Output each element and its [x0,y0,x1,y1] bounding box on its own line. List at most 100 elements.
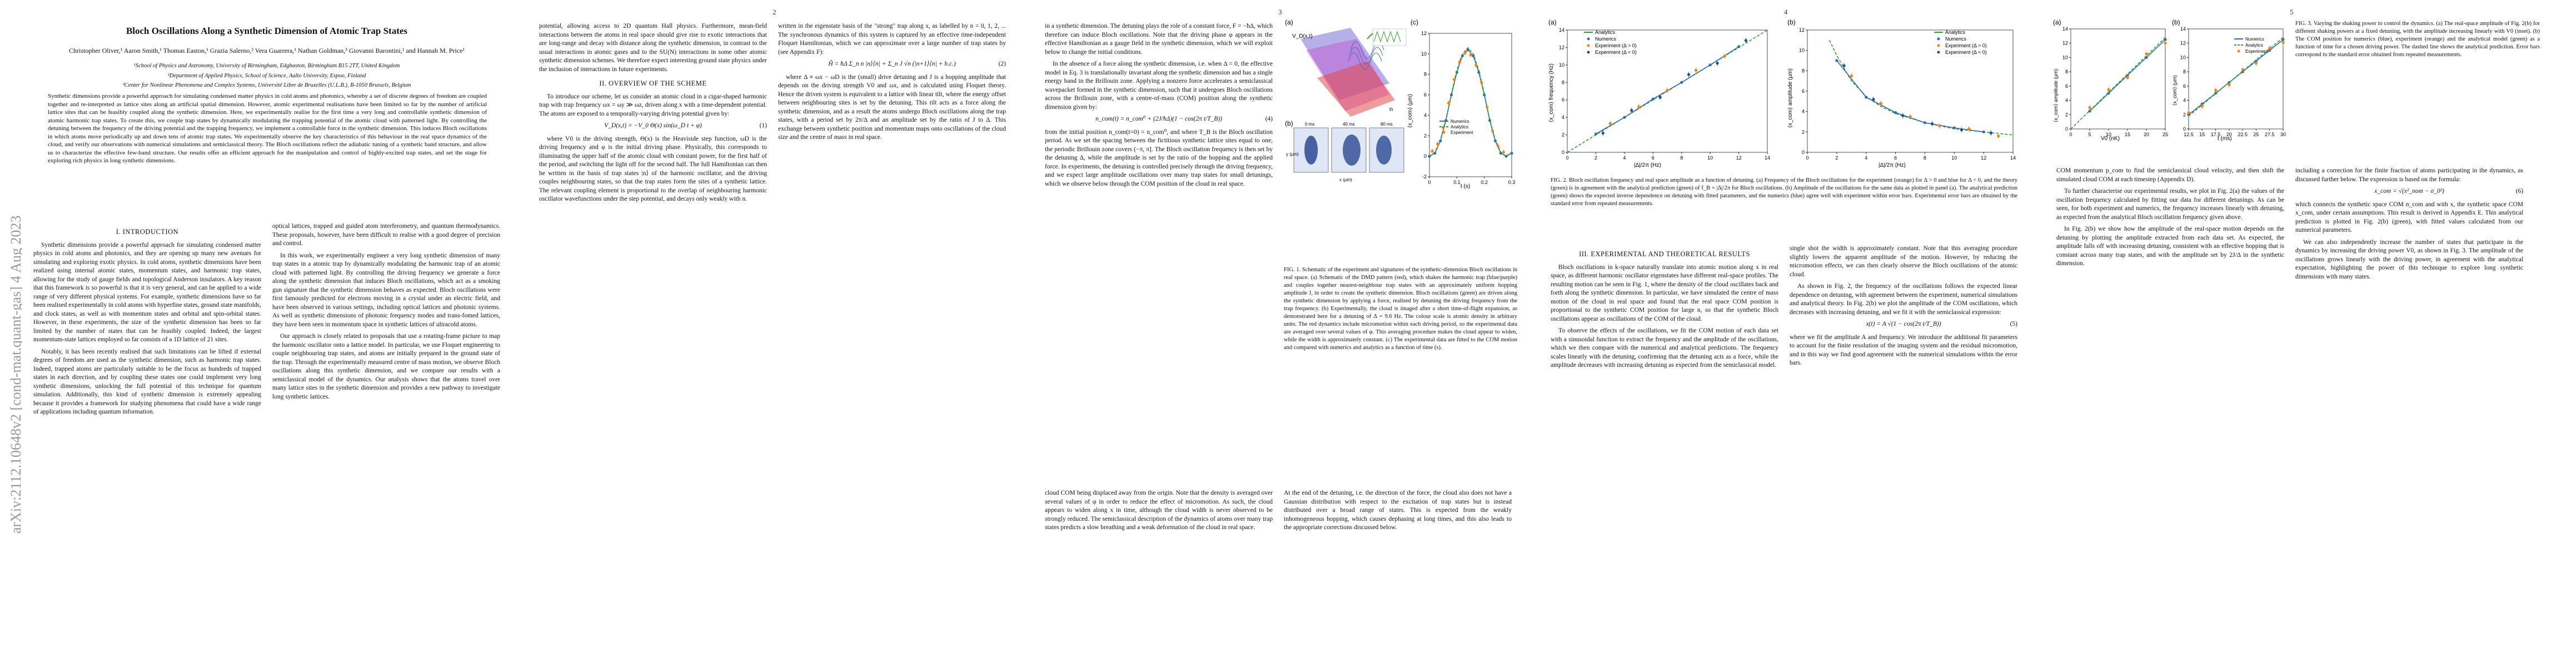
legend-swatch-experiment-neg [1937,51,1940,54]
data-point-numerics [1623,116,1626,119]
page-number: 2 [773,8,776,16]
data-point-numerics [1488,119,1492,122]
data-point-experiment [2088,106,2091,109]
data-point-experiment [1496,145,1499,148]
equation-6: x_com = √(x²_nom − σ_0²) (6) [2295,187,2523,196]
panel-a-label: (a) [1548,18,1557,26]
page-1: Bloch Oscillations Along a Synthetic Dim… [22,0,511,667]
data-point-experiment-0 [1630,108,1633,112]
legend-label: Experiment (Δ < 0) [1945,49,1987,55]
equation-number: (2) [998,61,1006,67]
data-point-numerics [1923,121,1927,125]
legend-label: Experiment (Δ > 0) [1595,43,1637,48]
data-point-experiment [1447,101,1451,104]
y-tick-label: 10 [1559,62,1564,68]
y-tick-label: 12 [1559,44,1564,50]
equation-5: x(t) = A √(1 − cos(2π t/T_B)) (5) [1790,320,2017,329]
plot-frame [1429,33,1512,177]
page-3: 3 in a synthetic dimension. The detuning… [1034,0,1523,667]
data-point-experiment [2107,88,2110,91]
y-tick-label: 10 [2180,54,2186,60]
paragraph: where we fit the amplitude A and frequen… [1790,334,2017,367]
x-tick-label: 2 [1835,155,1838,161]
paragraph: To introduce our scheme, let us consider… [539,93,767,117]
x-tick-label: 27.5 [2265,132,2275,137]
paragraph: which connects the synthetic space COM n… [2295,201,2523,234]
series-line-numerics [2188,39,2284,115]
data-point-experiment [1480,81,1483,84]
data-point-experiment-0 [1938,124,1941,127]
lattice-curve [1349,47,1383,64]
data-point-experiment [2145,52,2148,56]
y-tick-label: 0 [2065,126,2068,132]
data-point-experiment [1463,51,1467,54]
x-tick-label: 0 [1806,155,1808,161]
y-tick-label: 0 [1424,153,1427,159]
abstract: Synthetic dimensions provide a powerful … [48,93,487,164]
density-images: 0 ms 40 ms 80 ms x (μm) y (μm) [1286,122,1404,182]
page-number: 4 [1784,8,1788,16]
y-tick-label: 10 [1421,51,1427,57]
legend-label: Numerics [1595,36,1617,42]
paragraph: In the absence of a force along the synt… [1045,61,1273,111]
trap-schematic: V_D(x,t) n [1292,28,1396,117]
y-tick-label: 6 [1424,92,1427,98]
waveform-inset [1372,28,1407,46]
equation-1: V_D(x,t) = −V_0 Θ(x) sin(ω_D t + φ) (1) [539,122,767,131]
amplitude-vs-power-chart: 0 5 10 15 20 25 0 2 4 6 8 10 12 14 [2062,26,2168,137]
figure-1-graphic: (a) V_D(x,t) n (b) [1285,18,1515,190]
y-tick-label: 2 [2183,112,2186,117]
data-point-experiment-0 [1694,68,1698,72]
paragraph: where Δ ≡ ωx − ωD is the (small) drive d… [778,73,1006,141]
plot-frame [2070,28,2166,130]
page-number: 5 [2290,8,2294,16]
data-point-experiment [2241,68,2244,71]
data-point-experiment [1474,63,1478,67]
density-y-label: y (μm) [1286,152,1299,157]
data-point-numerics [1982,130,1985,133]
data-point-numerics [1865,96,1868,99]
affiliation: ²Department of Applied Physics, School o… [167,72,366,79]
x-tick-label: 17.5 [2211,132,2221,137]
y-tick-label: 8 [2183,69,2186,74]
paragraph: Notably, it has been recently realised t… [33,348,261,416]
data-point-experiment [1491,129,1494,132]
panel-c-label: (c) [1411,18,1418,26]
legend-swatch-experiment [1442,131,1446,134]
x-tick-label: 12 [1736,155,1742,161]
figure-1: (a) V_D(x,t) n (b) [1284,17,1517,351]
paragraph: potential, allowing access to 2D quantum… [539,23,767,73]
x-tick-label: 15 [2125,132,2130,137]
section-heading: I. INTRODUCTION [116,228,179,236]
chart-x-label: V0 (nK) [2101,136,2120,142]
legend-label: Numerics [2245,37,2264,42]
x-tick-label: 15 [2199,132,2205,137]
data-point-numerics [2164,38,2167,41]
y-tick-label: 8 [1802,68,1805,73]
data-point-experiment-0 [1658,96,1662,99]
y-tick-label: 8 [2065,69,2068,74]
x-tick-label: 4 [1865,155,1867,161]
data-point-experiment [1431,150,1434,153]
paragraph: in a synthetic dimension. The detuning p… [1045,23,1273,56]
x-tick-label: 14 [1765,155,1770,161]
paragraph: In Fig. 2(b) we show how the amplitude o… [2056,226,2284,267]
chart-y-label: ⟨x_com⟩ amplitude (μm) [2053,69,2059,122]
y-tick-label: 10 [1799,48,1805,53]
data-point-numerics [1680,81,1683,84]
panel-a-label: (a) [2053,18,2061,26]
equation-number: (5) [2010,321,2017,327]
page-number: 3 [1278,8,1282,16]
y-tick-label: 4 [1562,115,1564,120]
y-tick-label: 0 [1802,150,1805,155]
panel-b-label: (b) [1285,120,1293,127]
frame-time-label: 80 ms [1381,122,1393,127]
data-point-experiment-0 [1601,131,1605,135]
page3-column-left: in a synthetic dimension. The detuning p… [1045,22,1273,192]
y-tick-label: 12 [1799,27,1805,33]
x-tick-label: 25 [2163,132,2168,137]
density-x-label: x (μm) [1339,177,1352,182]
page5-column-left: COM momentum p_com to find the semiclass… [2056,167,2284,272]
x-tick-label: 0.2 [1481,180,1488,185]
legend-label: Experiment [2245,49,2268,54]
